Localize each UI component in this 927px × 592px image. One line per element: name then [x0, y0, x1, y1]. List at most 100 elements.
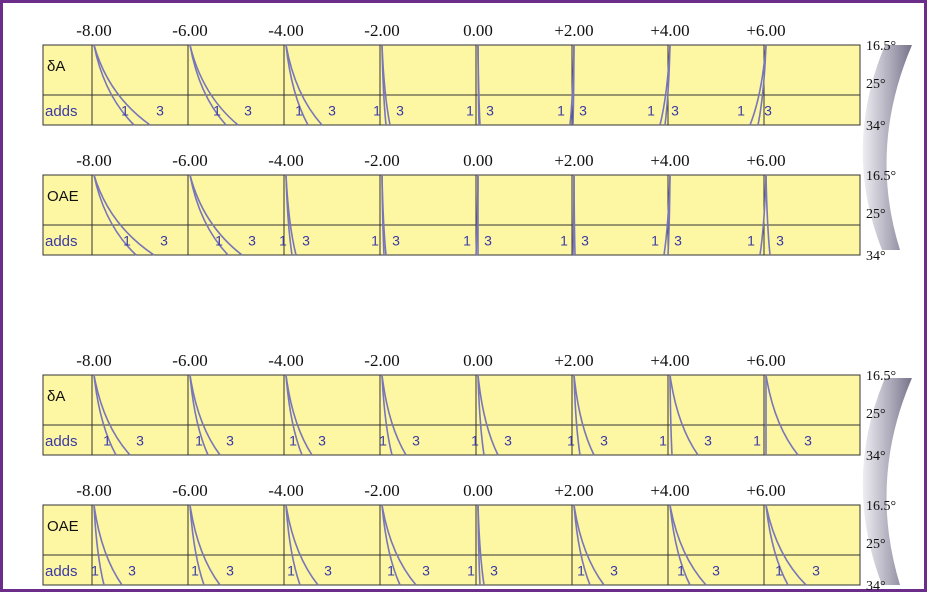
- add-1: 1: [371, 233, 379, 249]
- add-3: 3: [302, 233, 310, 249]
- power-label: -4.00: [268, 151, 303, 170]
- add-3: 3: [226, 563, 234, 579]
- power-label: 0.00: [463, 21, 493, 40]
- panel-bg: [43, 505, 860, 585]
- power-label: -2.00: [364, 21, 399, 40]
- adds-label: adds: [45, 433, 78, 450]
- row-label: OAE: [47, 188, 79, 205]
- add-1: 1: [737, 103, 745, 119]
- row-label: δA: [47, 388, 65, 405]
- power-label: +6.00: [746, 151, 785, 170]
- add-3: 3: [156, 103, 164, 119]
- adds-label: adds: [45, 103, 78, 120]
- add-3: 3: [244, 103, 252, 119]
- angle-label: 25°: [866, 537, 886, 552]
- add-3: 3: [412, 433, 420, 449]
- power-label: +4.00: [650, 151, 689, 170]
- add-3: 3: [396, 103, 404, 119]
- add-1: 1: [557, 103, 565, 119]
- add-3: 3: [392, 233, 400, 249]
- add-1: 1: [215, 233, 223, 249]
- adds-label: adds: [45, 563, 78, 580]
- add-1: 1: [651, 233, 659, 249]
- angle-label: 25°: [866, 207, 886, 222]
- power-label: +2.00: [554, 351, 593, 370]
- angle-label: 34°: [866, 579, 886, 592]
- add-3: 3: [248, 233, 256, 249]
- add-1: 1: [753, 433, 761, 449]
- add-3: 3: [318, 433, 326, 449]
- add-1: 1: [387, 563, 395, 579]
- panel-bg: [43, 375, 860, 455]
- add-3: 3: [674, 233, 682, 249]
- add-3: 3: [128, 563, 136, 579]
- power-label: -2.00: [364, 481, 399, 500]
- add-3: 3: [486, 103, 494, 119]
- row-label: δA: [47, 58, 65, 75]
- power-label: -6.00: [172, 21, 207, 40]
- angle-label: 25°: [866, 77, 886, 92]
- add-3: 3: [776, 233, 784, 249]
- add-1: 1: [373, 103, 381, 119]
- add-1: 1: [103, 433, 111, 449]
- power-label: -4.00: [268, 21, 303, 40]
- add-3: 3: [324, 563, 332, 579]
- power-label: -6.00: [172, 151, 207, 170]
- power-label: +4.00: [650, 21, 689, 40]
- power-label: -8.00: [76, 481, 111, 500]
- power-label: +4.00: [650, 481, 689, 500]
- add-1: 1: [123, 233, 131, 249]
- add-3: 3: [226, 433, 234, 449]
- power-label: +2.00: [554, 21, 593, 40]
- add-1: 1: [191, 563, 199, 579]
- power-label: +6.00: [746, 481, 785, 500]
- power-label: +4.00: [650, 351, 689, 370]
- add-1: 1: [379, 433, 387, 449]
- add-1: 1: [577, 563, 585, 579]
- add-1: 1: [747, 233, 755, 249]
- add-3: 3: [671, 103, 679, 119]
- angle-label: 34°: [866, 119, 886, 134]
- power-label: +2.00: [554, 151, 593, 170]
- add-1: 1: [289, 433, 297, 449]
- add-3: 3: [504, 433, 512, 449]
- add-3: 3: [600, 433, 608, 449]
- power-label: -6.00: [172, 351, 207, 370]
- add-1: 1: [560, 233, 568, 249]
- power-label: +2.00: [554, 481, 593, 500]
- add-3: 3: [136, 433, 144, 449]
- angle-label: 16.5°: [866, 169, 896, 184]
- add-1: 1: [466, 103, 474, 119]
- power-label: -2.00: [364, 351, 399, 370]
- power-label: -8.00: [76, 21, 111, 40]
- add-3: 3: [490, 563, 498, 579]
- add-1: 1: [677, 563, 685, 579]
- add-1: 1: [121, 103, 129, 119]
- add-1: 1: [467, 563, 475, 579]
- add-1: 1: [287, 563, 295, 579]
- angle-label: 16.5°: [866, 39, 896, 54]
- aberration-curve: [574, 175, 575, 255]
- adds-label: adds: [45, 233, 78, 250]
- add-3: 3: [484, 233, 492, 249]
- add-1: 1: [647, 103, 655, 119]
- add-3: 3: [422, 563, 430, 579]
- add-3: 3: [804, 433, 812, 449]
- add-3: 3: [704, 433, 712, 449]
- add-3: 3: [812, 563, 820, 579]
- add-1: 1: [463, 233, 471, 249]
- power-label: -8.00: [76, 351, 111, 370]
- power-label: +6.00: [746, 21, 785, 40]
- aberration-curve: [573, 45, 574, 125]
- power-label: 0.00: [463, 151, 493, 170]
- add-1: 1: [471, 433, 479, 449]
- add-1: 1: [775, 563, 783, 579]
- row-label: OAE: [47, 518, 79, 535]
- power-label: -2.00: [364, 151, 399, 170]
- angle-label: 34°: [866, 449, 886, 464]
- add-1: 1: [295, 103, 303, 119]
- add-3: 3: [581, 233, 589, 249]
- add-3: 3: [579, 103, 587, 119]
- add-3: 3: [712, 563, 720, 579]
- angle-label: 16.5°: [866, 499, 896, 514]
